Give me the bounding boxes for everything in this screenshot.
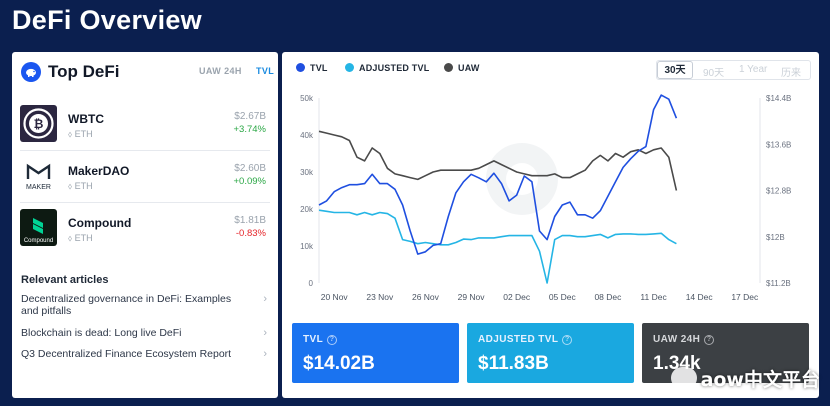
arrow-right-icon: › xyxy=(263,348,267,360)
asset-name: WBTC xyxy=(68,112,104,126)
legend-dot-icon xyxy=(345,63,354,72)
legend-item-adjusted-tvl[interactable]: ADJUSTED TVL xyxy=(345,63,429,77)
legend-label: ADJUSTED TVL xyxy=(359,63,430,73)
chart-panel: TVL ADJUSTED TVL UAW 30天 90天 1 Year 历来 0… xyxy=(282,52,819,398)
article-link[interactable]: Blockchain is dead: Long live DeFi › xyxy=(21,327,267,339)
x-tick-label: 11 Dec xyxy=(640,292,667,302)
wechat-icon xyxy=(670,367,697,389)
series-line-adjusted-tvl[interactable] xyxy=(318,209,677,284)
stat-card-uaw-24h: UAW 24H? 1.34k xyxy=(642,323,809,383)
asset-row-wbtc[interactable]: ₿ WBTC ⬨ ETH $2.67B +3.74% xyxy=(20,99,270,151)
asset-chain: ⬨ ETH xyxy=(68,181,93,191)
top-defi-panel: Top DeFi UAW 24H TVL ₿ WBTC ⬨ ETH $2.67B… xyxy=(12,52,278,398)
time-range-selector: 30天 90天 1 Year 历来 xyxy=(656,60,811,80)
y-left-tick-label: 30k xyxy=(300,168,314,177)
stat-label: TVL xyxy=(303,334,324,345)
top-defi-header: Top DeFi UAW 24H TVL xyxy=(21,60,275,84)
stat-label: UAW 24H xyxy=(653,334,701,345)
article-link[interactable]: Decentralized governance in DeFi: Exampl… xyxy=(21,293,267,317)
range-30d-button[interactable]: 30天 xyxy=(657,61,693,79)
article-link[interactable]: Q3 Decentralized Finance Ecosystem Repor… xyxy=(21,348,267,360)
tab-uaw-24h[interactable]: UAW 24H xyxy=(199,66,242,76)
x-tick-label: 29 Nov xyxy=(458,292,486,302)
maker-logo-icon: MAKER xyxy=(20,157,57,194)
y-right-tick-label: $11.2B xyxy=(766,279,791,288)
maker-logo-text: MAKER xyxy=(26,184,51,191)
tvl-chart[interactable]: 0 10k 20k 30k 40k 50k $11.2B $12B $12.8B $13.6B $… xyxy=(282,86,819,316)
info-icon[interactable]: ? xyxy=(562,335,573,345)
asset-chain-label: ETH xyxy=(74,233,93,243)
asset-chain: ⬨ ETH xyxy=(68,129,93,139)
x-tick-label: 26 Nov xyxy=(412,292,440,302)
series-line-tvl[interactable] xyxy=(318,94,678,255)
x-tick-label: 14 Dec xyxy=(686,292,714,302)
range-1y-button[interactable]: 1 Year xyxy=(739,64,768,75)
y-right-tick-label: $14.4B xyxy=(766,94,791,103)
x-tick-label: 05 Dec xyxy=(549,292,577,302)
y-left-tick-label: 40k xyxy=(300,131,314,140)
y-right-tick-label: $12B xyxy=(766,233,785,242)
legend-label: UAW xyxy=(458,63,480,73)
asset-change: +3.74% xyxy=(233,124,267,135)
x-tick-label: 20 Nov xyxy=(321,292,349,302)
x-tick-label: 08 Dec xyxy=(594,292,622,302)
info-icon[interactable]: ? xyxy=(327,335,338,345)
article-title: Blockchain is dead: Long live DeFi xyxy=(21,327,182,339)
stat-value: $14.02B xyxy=(303,353,375,374)
wbtc-logo-icon: ₿ xyxy=(20,105,57,142)
asset-change: +0.09% xyxy=(233,176,267,187)
y-right-tick-label: $13.6B xyxy=(766,140,791,149)
piggy-bank-icon xyxy=(21,62,41,82)
asset-value: $2.60B xyxy=(234,163,266,174)
y-left-tick-label: 10k xyxy=(300,242,314,251)
legend-dot-icon xyxy=(444,63,453,72)
article-title: Q3 Decentralized Finance Ecosystem Repor… xyxy=(21,348,232,360)
x-tick-label: 02 Dec xyxy=(503,292,531,302)
y-right-tick-label: $12.8B xyxy=(766,187,791,196)
chart-watermark-icon xyxy=(486,143,558,215)
stat-value: $11.83B xyxy=(478,353,549,374)
asset-row-compound[interactable]: Compound Compound ⬨ ETH $1.81B -0.83% xyxy=(20,203,270,255)
top-defi-title: Top DeFi xyxy=(48,62,120,81)
arrow-right-icon: › xyxy=(263,293,267,305)
compound-logo-text: Compound xyxy=(24,238,53,244)
asset-value: $2.67B xyxy=(234,111,266,122)
legend-dot-icon xyxy=(296,63,305,72)
asset-change: -0.83% xyxy=(235,228,266,239)
stat-card-tvl: TVL? $14.02B xyxy=(292,323,459,383)
articles-heading: Relevant articles xyxy=(21,274,109,286)
arrow-right-icon: › xyxy=(263,327,267,339)
watermark-text: aow中文平台 xyxy=(700,369,820,391)
asset-chain-label: ETH xyxy=(74,129,93,139)
range-90d-button[interactable]: 90天 xyxy=(703,68,725,79)
y-left-tick-label: 0 xyxy=(309,279,314,288)
stat-label: ADJUSTED TVL xyxy=(478,334,559,345)
series-line-uaw[interactable] xyxy=(318,130,678,191)
watermark: aow中文平台 xyxy=(670,365,820,392)
range-all-button[interactable]: 历来 xyxy=(781,68,801,79)
info-icon[interactable]: ? xyxy=(704,335,715,345)
stat-card-adjusted-tvl: ADJUSTED TVL? $11.83B xyxy=(467,323,634,383)
tab-tvl[interactable]: TVL xyxy=(256,66,275,76)
article-title: Decentralized governance in DeFi: Exampl… xyxy=(21,293,232,317)
legend-item-uaw[interactable]: UAW xyxy=(444,63,480,77)
asset-name: MakerDAO xyxy=(68,164,130,178)
svg-text:₿: ₿ xyxy=(34,117,44,131)
y-left-tick-label: 20k xyxy=(300,205,314,214)
asset-chain: ⬨ ETH xyxy=(68,233,93,243)
asset-name: Compound xyxy=(68,216,132,230)
x-tick-label: 17 Dec xyxy=(731,292,759,302)
y-left-tick-label: 50k xyxy=(300,94,314,103)
asset-row-makerdao[interactable]: MAKER MakerDAO ⬨ ETH $2.60B +0.09% xyxy=(20,151,270,203)
x-tick-label: 23 Nov xyxy=(366,292,394,302)
legend-label: TVL xyxy=(310,63,328,73)
compound-logo-icon: Compound xyxy=(20,209,57,246)
asset-chain-label: ETH xyxy=(74,181,93,191)
legend-item-tvl[interactable]: TVL xyxy=(296,63,328,77)
asset-value: $1.81B xyxy=(234,215,266,226)
page-title: DeFi Overview xyxy=(12,5,202,35)
